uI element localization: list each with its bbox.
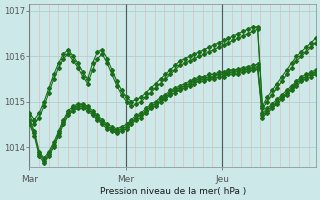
X-axis label: Pression niveau de la mer( hPa ): Pression niveau de la mer( hPa ): [100, 187, 246, 196]
